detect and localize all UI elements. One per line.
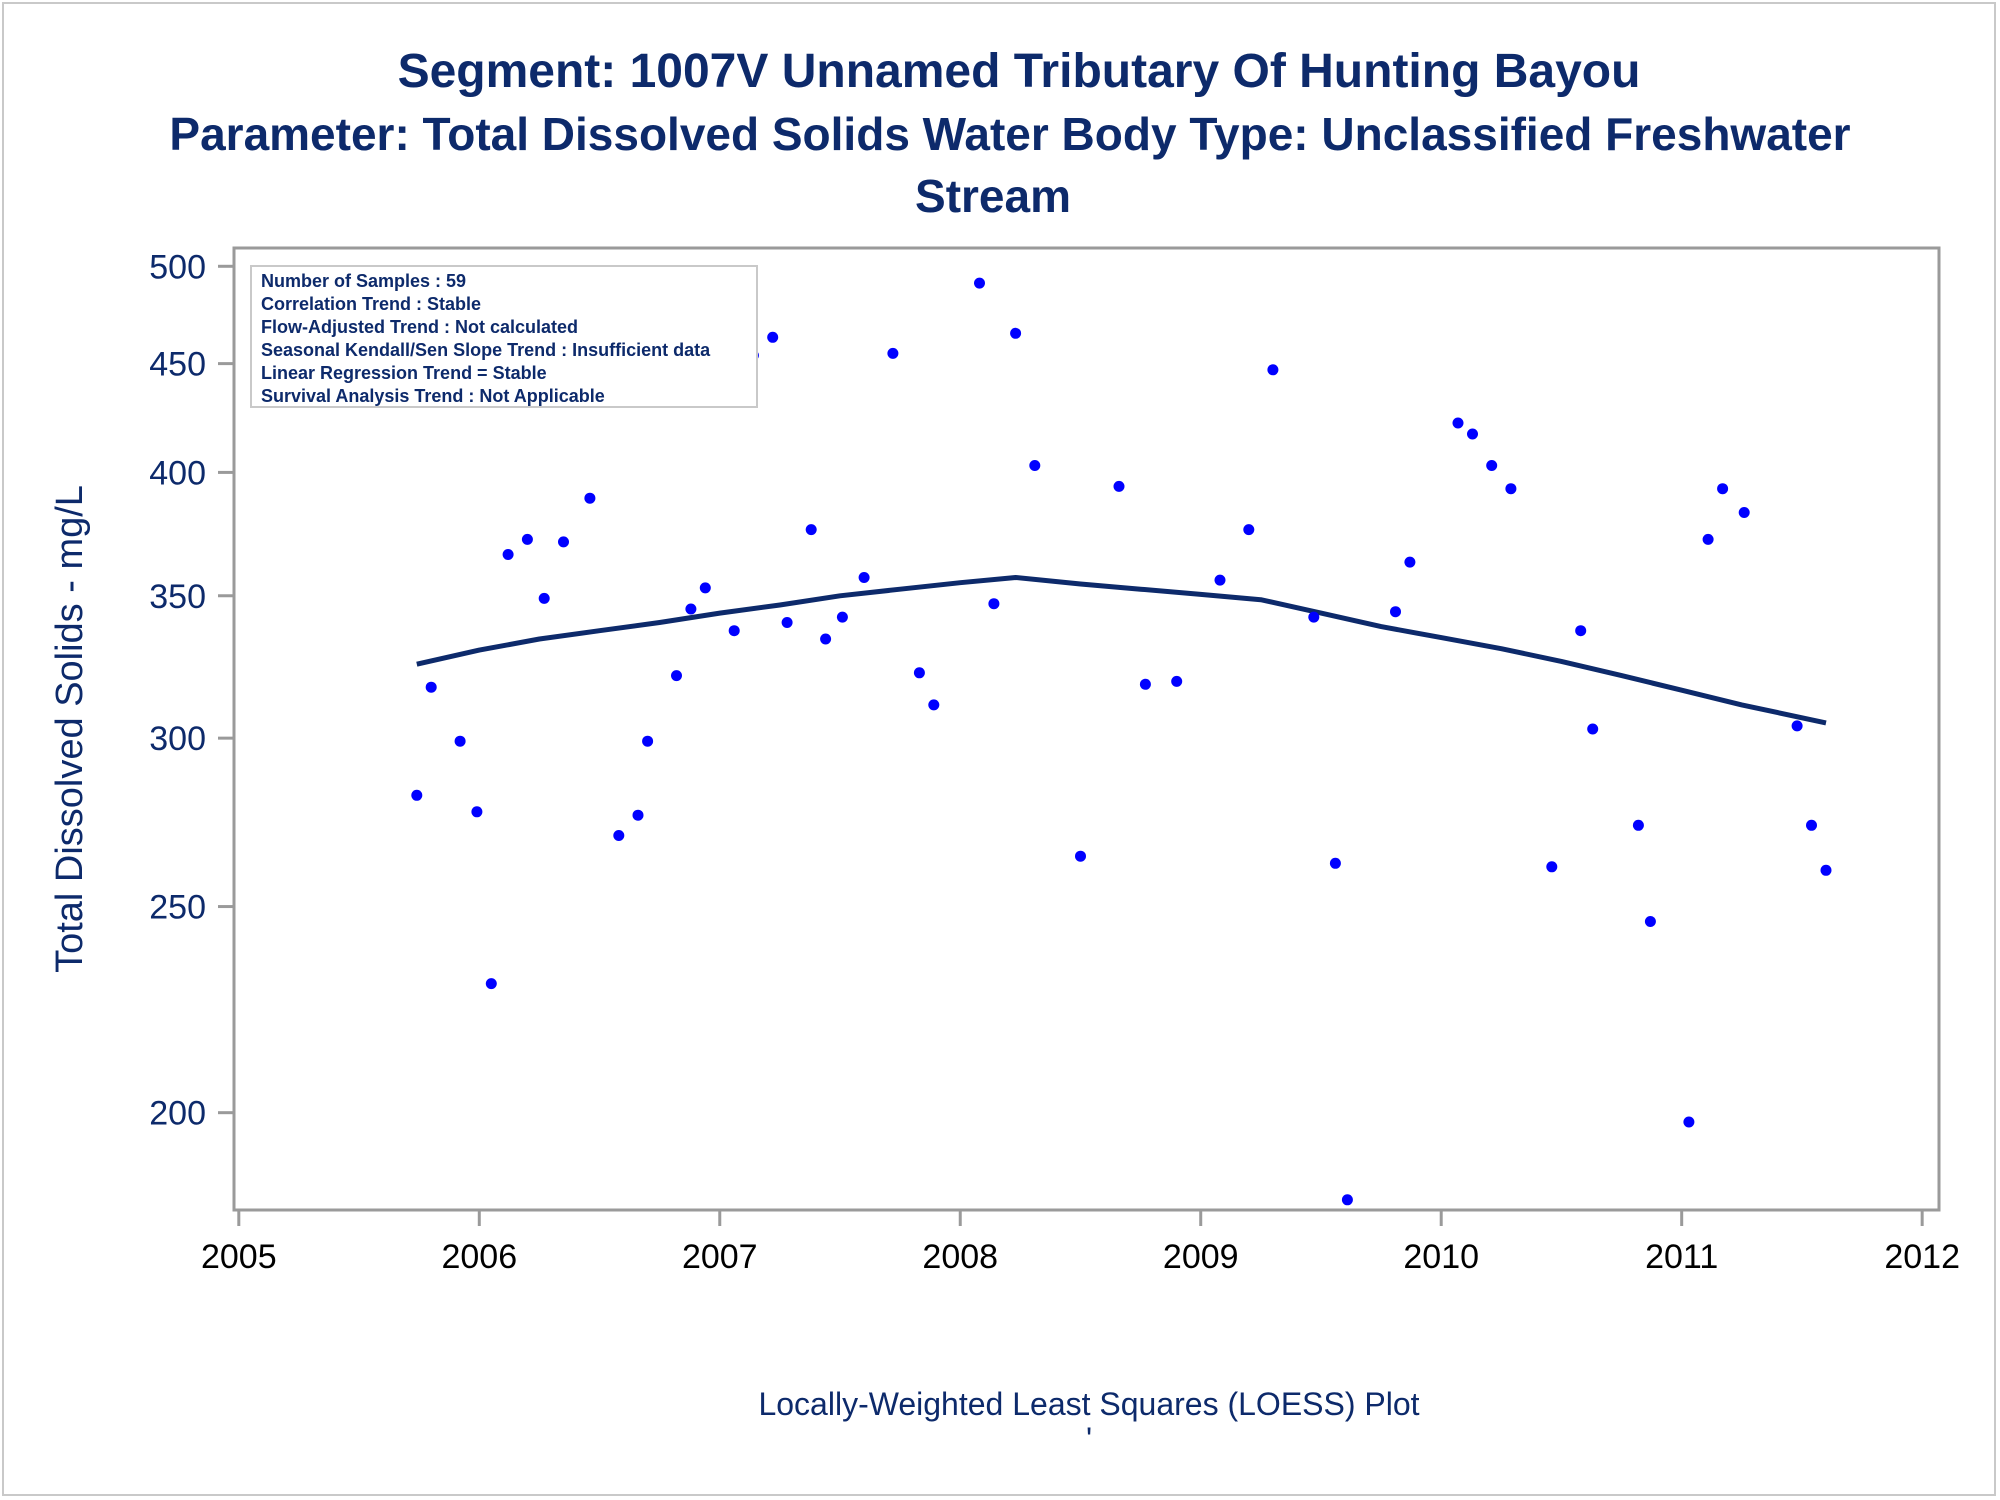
data-point (685, 603, 697, 615)
data-point (1390, 606, 1401, 618)
data-point (887, 347, 899, 359)
title-line-2: Parameter: Total Dissolved Solids Water … (169, 108, 1850, 160)
y-tick-label: 450 (149, 346, 206, 384)
axes-group: 200 250 300 350 400 450 500 2005 2006 2007 2008 200… (49, 246, 1960, 1276)
data-point (1486, 460, 1498, 471)
data-point (913, 667, 925, 679)
data-point (613, 830, 625, 841)
data-point (471, 806, 483, 818)
data-point (1341, 1194, 1353, 1206)
data-point (485, 978, 497, 990)
data-point (671, 670, 682, 682)
data-point (1644, 916, 1656, 927)
data-point (538, 592, 550, 604)
data-point (1171, 675, 1183, 687)
y-tick-label: 350 (149, 578, 206, 616)
data-point (642, 735, 654, 747)
y-tick-label: 400 (149, 454, 206, 492)
data-point (1113, 480, 1125, 492)
data-point (1587, 723, 1599, 735)
x-tick-label: 2007 (682, 1238, 758, 1276)
loess-line-group (416, 575, 1827, 726)
data-point (1717, 483, 1729, 495)
title-line-1: Segment: 1007V Unnamed Tributary Of Hunt… (398, 45, 1641, 98)
data-point (1738, 507, 1750, 518)
x-tick-label: 2011 (1645, 1238, 1718, 1276)
x-tick-label: 2012 (1884, 1238, 1960, 1276)
x-tick-label: 2008 (922, 1238, 998, 1276)
data-point (767, 331, 779, 343)
x-tick-label: 2006 (441, 1238, 517, 1276)
stat-correlation-trend: Correlation Trend : Stable (261, 294, 481, 314)
data-point (858, 572, 870, 583)
data-point (1806, 819, 1817, 831)
footnote-mark: ' (1086, 1421, 1092, 1457)
stat-survival-analysis-trend: Survival Analysis Trend : Not Applicable (261, 386, 605, 406)
loess-line (416, 575, 1827, 726)
stat-seasonal-kendall-trend: Seasonal Kendall/Sen Slope Trend : Insuf… (261, 340, 711, 360)
x-tick-label: 2009 (1163, 1238, 1239, 1276)
data-point (1029, 460, 1041, 471)
data-point (1075, 850, 1086, 862)
data-point (1632, 819, 1644, 831)
data-point (1546, 861, 1558, 873)
data-point (820, 633, 832, 645)
data-point (1683, 1116, 1695, 1128)
data-point (411, 789, 423, 801)
data-point (1467, 428, 1478, 440)
stats-box: Number of Samples : 59 Correlation Trend… (250, 265, 758, 408)
data-point (425, 681, 437, 693)
y-axis-label: Total Dissolved Solids - mg/L (49, 485, 91, 973)
data-point (974, 277, 985, 289)
data-point (1505, 483, 1517, 495)
stat-flow-adjusted-trend: Flow-Adjusted Trend : Not calculated (261, 317, 578, 337)
data-point (632, 809, 644, 821)
data-point (1452, 417, 1464, 429)
x-tick-label: 2005 (201, 1238, 277, 1276)
y-tick-label: 200 (149, 1095, 206, 1133)
data-point (781, 617, 793, 628)
data-point (1575, 625, 1587, 637)
data-point (1791, 720, 1803, 732)
data-point (1404, 556, 1416, 568)
plot-area-frame (232, 246, 1941, 1212)
footnote-plot-type: Locally-Weighted Least Squares (LOESS) P… (758, 1386, 1419, 1422)
data-point (1267, 364, 1279, 376)
data-point (558, 536, 569, 548)
data-point (502, 549, 514, 560)
stat-number-of-samples: Number of Samples : 59 (261, 271, 466, 291)
data-point (1139, 678, 1151, 690)
stats-box-frame (250, 265, 758, 408)
loess-chart: Segment: 1007V Unnamed Tributary Of Hunt… (49, 45, 1960, 1457)
data-point (699, 582, 711, 594)
data-point (1702, 533, 1714, 545)
data-points-group (411, 277, 1832, 1206)
y-tick-label: 300 (149, 720, 206, 758)
title-line-3: Stream (915, 170, 1071, 222)
data-point (1010, 327, 1022, 339)
y-tick-label: 500 (149, 248, 206, 286)
data-point (928, 699, 940, 711)
data-point (454, 735, 466, 747)
data-point (836, 611, 848, 623)
data-point (1820, 864, 1832, 876)
data-point (1214, 574, 1226, 586)
data-point (521, 533, 533, 545)
data-point (728, 625, 740, 637)
stat-linear-regression-trend: Linear Regression Trend = Stable (261, 363, 547, 383)
data-point (805, 524, 817, 536)
data-point (1243, 524, 1255, 536)
y-tick-label: 250 (149, 889, 206, 927)
data-point (1329, 857, 1341, 869)
data-point (988, 598, 1000, 610)
data-point (1308, 611, 1320, 623)
x-tick-label: 2010 (1403, 1238, 1479, 1276)
data-point (584, 492, 596, 504)
